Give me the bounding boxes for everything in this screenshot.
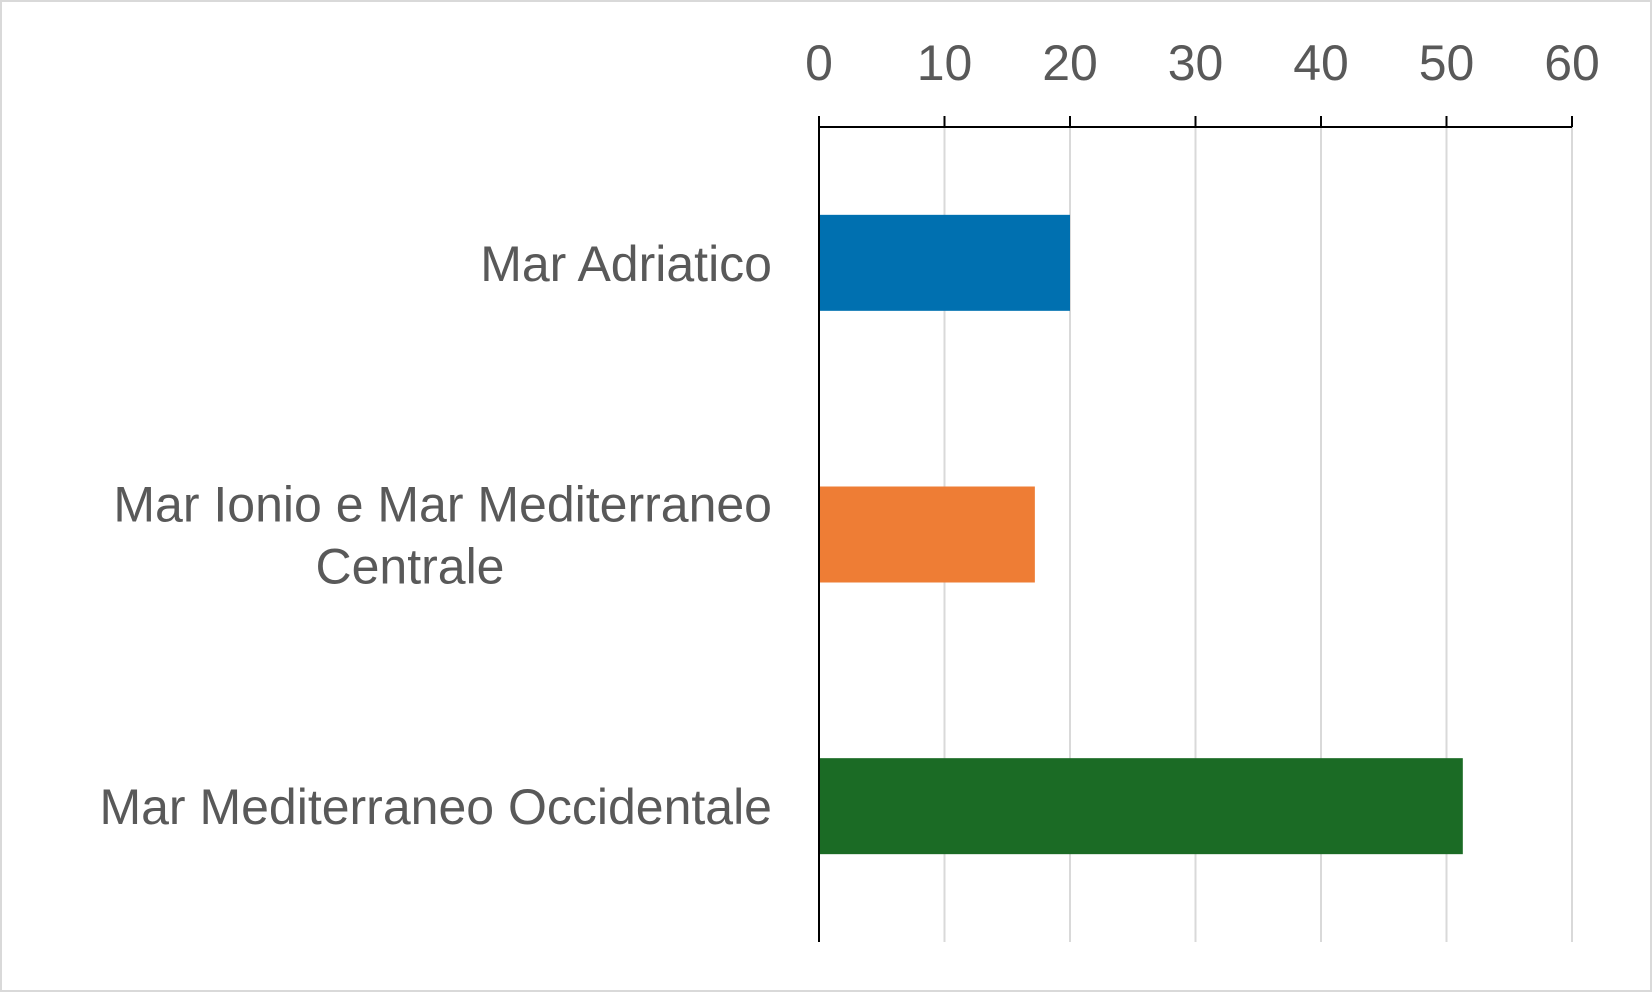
x-tick-label: 50 bbox=[1419, 35, 1475, 91]
category-label: Mar Mediterraneo Occidentale bbox=[99, 779, 772, 835]
category-label: Mar Adriatico bbox=[480, 236, 772, 292]
category-label: Centrale bbox=[316, 539, 505, 595]
x-tick-label: 0 bbox=[805, 35, 833, 91]
category-label: Mar Ionio e Mar Mediterraneo bbox=[113, 477, 772, 533]
x-tick-label: 40 bbox=[1293, 35, 1349, 91]
bar bbox=[819, 758, 1463, 855]
bars bbox=[819, 214, 1463, 855]
bar bbox=[819, 214, 1070, 311]
labels: 0 10 20 30 40 50 60 Mar Adriatico Mar Ionio e Ma… bbox=[99, 35, 1599, 835]
x-tick-label: 20 bbox=[1042, 35, 1098, 91]
x-tick-label: 30 bbox=[1168, 35, 1224, 91]
x-tick-label: 60 bbox=[1544, 35, 1600, 91]
bar bbox=[819, 486, 1035, 583]
x-tick-label: 10 bbox=[917, 35, 973, 91]
axes bbox=[818, 116, 1573, 942]
